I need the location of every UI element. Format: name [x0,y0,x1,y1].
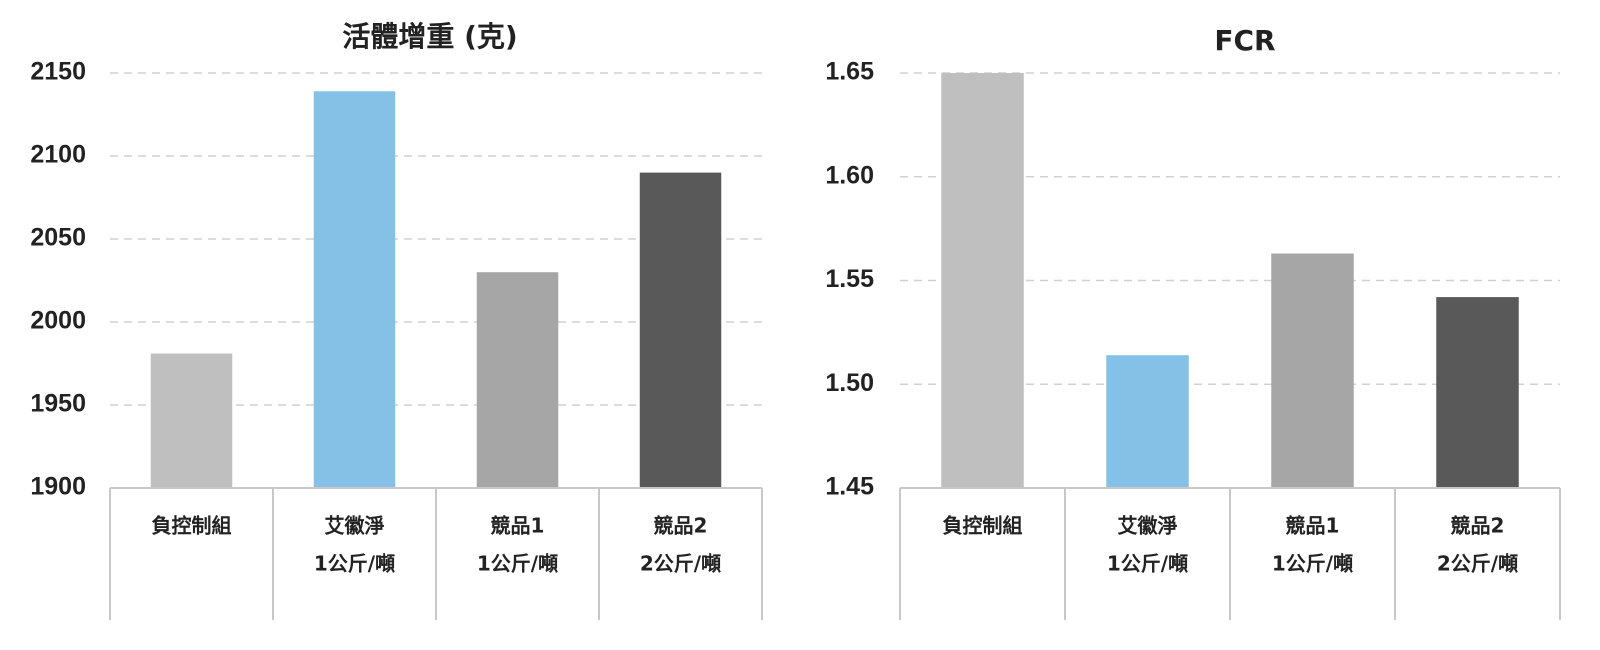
chart-title: 活體增重 (克) [342,20,517,53]
y-tick-label: 1.45 [825,473,874,501]
x-tick-label: 1公斤/噸 [1272,552,1353,576]
bar [313,91,396,488]
bar [1271,253,1354,488]
bar [639,172,722,488]
y-tick-label: 1.50 [825,369,874,397]
x-tick-label: 競品1 [491,514,545,538]
chart-title: FCR [1214,24,1275,57]
bar [1436,297,1519,488]
y-tick-label: 1950 [30,390,86,418]
x-tick-label: 負控制組 [943,514,1023,538]
y-tick-label: 2050 [30,224,86,252]
y-tick-label: 2150 [30,58,86,86]
x-tick-label: 競品2 [1451,514,1505,538]
x-tick-label: 艾徽淨 [325,514,385,538]
x-tick-label: 競品1 [1286,514,1340,538]
y-tick-label: 1.60 [825,161,874,189]
y-tick-label: 1900 [30,473,86,501]
y-tick-label: 1.55 [825,265,874,293]
bar [150,353,233,488]
x-tick-label: 1公斤/噸 [1107,552,1188,576]
y-tick-label: 1.65 [825,58,874,86]
x-tick-label: 2公斤/噸 [1437,552,1518,576]
bar [1106,355,1189,488]
y-tick-label: 2100 [30,141,86,169]
bar [941,73,1024,488]
x-tick-label: 1公斤/噸 [314,552,395,576]
x-tick-label: 競品2 [654,514,708,538]
x-tick-label: 負控制組 [152,514,232,538]
y-tick-label: 2000 [30,307,86,335]
x-tick-label: 1公斤/噸 [477,552,558,576]
bar [476,272,559,488]
x-tick-label: 2公斤/噸 [640,552,721,576]
x-tick-label: 艾徽淨 [1118,514,1178,538]
